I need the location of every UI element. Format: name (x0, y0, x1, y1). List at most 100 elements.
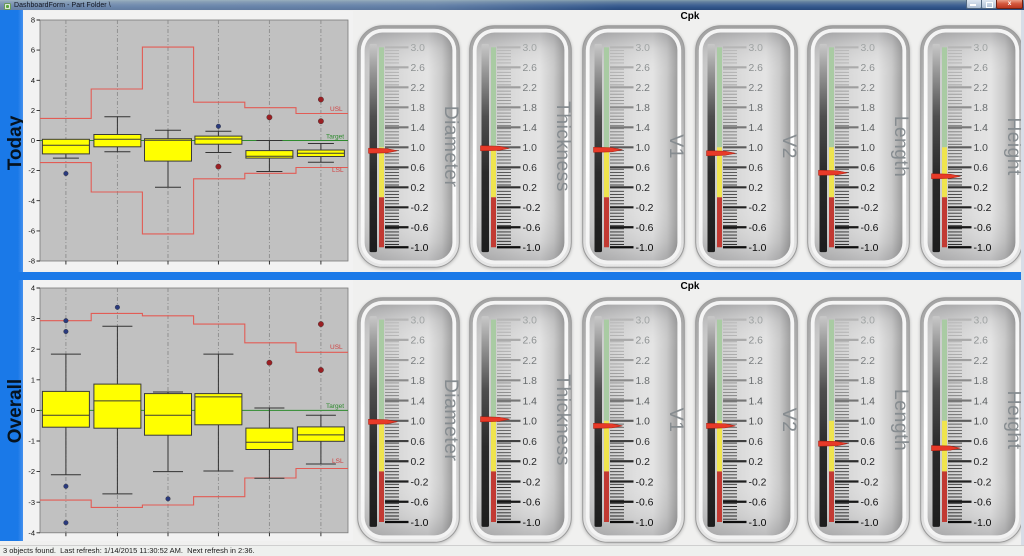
svg-text:0.2: 0.2 (636, 183, 651, 194)
svg-text:2.2: 2.2 (861, 356, 876, 367)
svg-text:-1.0: -1.0 (749, 243, 767, 254)
svg-text:0.6: 0.6 (974, 437, 989, 448)
svg-text:1.8: 1.8 (411, 376, 426, 387)
svg-text:1.8: 1.8 (636, 376, 651, 387)
svg-text:1.0: 1.0 (749, 143, 764, 154)
svg-text:3.0: 3.0 (861, 315, 876, 326)
svg-text:-0.2: -0.2 (974, 477, 992, 488)
svg-text:-1.0: -1.0 (523, 243, 541, 254)
svg-text:0.6: 0.6 (861, 163, 876, 174)
svg-text:USL: USL (330, 344, 343, 351)
svg-text:2.6: 2.6 (636, 63, 651, 74)
svg-text:0.2: 0.2 (749, 183, 764, 194)
svg-text:-2: -2 (28, 467, 35, 476)
svg-text:0: 0 (31, 136, 35, 145)
svg-text:Thickness: Thickness (552, 374, 572, 466)
svg-text:-0.6: -0.6 (636, 223, 654, 234)
svg-text:1.4: 1.4 (636, 123, 651, 134)
svg-text:-1.0: -1.0 (749, 518, 767, 529)
svg-text:-1.0: -1.0 (523, 518, 541, 529)
svg-text:-0.6: -0.6 (749, 223, 767, 234)
svg-text:1.4: 1.4 (411, 396, 426, 407)
svg-text:2.6: 2.6 (523, 336, 538, 347)
svg-text:1: 1 (31, 375, 35, 384)
svg-text:-0.6: -0.6 (974, 223, 992, 234)
svg-text:Target: Target (326, 133, 344, 140)
svg-text:1.0: 1.0 (636, 417, 651, 428)
svg-text:2.2: 2.2 (636, 83, 651, 94)
svg-text:0.2: 0.2 (411, 183, 426, 194)
svg-text:1.0: 1.0 (974, 417, 989, 428)
svg-text:3.0: 3.0 (523, 315, 538, 326)
svg-text:-0.6: -0.6 (523, 498, 541, 509)
svg-text:2.6: 2.6 (749, 63, 764, 74)
svg-text:0.6: 0.6 (749, 163, 764, 174)
svg-text:2.2: 2.2 (974, 83, 989, 94)
svg-text:2.6: 2.6 (411, 63, 426, 74)
svg-text:2.6: 2.6 (636, 336, 651, 347)
svg-text:2: 2 (31, 345, 35, 354)
svg-text:3.0: 3.0 (523, 43, 538, 54)
svg-text:-0.2: -0.2 (749, 477, 767, 488)
svg-text:2.6: 2.6 (974, 63, 989, 74)
svg-text:1.0: 1.0 (636, 143, 651, 154)
svg-text:Height: Height (1003, 391, 1023, 450)
svg-text:V2: V2 (778, 408, 798, 433)
svg-text:3.0: 3.0 (749, 43, 764, 54)
svg-text:0.2: 0.2 (861, 457, 876, 468)
svg-text:-0.6: -0.6 (636, 498, 654, 509)
svg-text:V1: V1 (665, 408, 685, 433)
svg-text:0.2: 0.2 (523, 457, 538, 468)
svg-text:1.4: 1.4 (523, 396, 538, 407)
svg-text:USL: USL (330, 106, 343, 113)
svg-text:Length: Length (890, 116, 910, 177)
svg-text:0.6: 0.6 (636, 163, 651, 174)
svg-text:0.2: 0.2 (861, 183, 876, 194)
svg-text:Diameter: Diameter (440, 379, 460, 462)
svg-text:2.6: 2.6 (861, 63, 876, 74)
svg-text:1.0: 1.0 (523, 417, 538, 428)
svg-text:3.0: 3.0 (749, 315, 764, 326)
svg-text:0.6: 0.6 (749, 437, 764, 448)
svg-text:-0.2: -0.2 (523, 477, 541, 488)
svg-text:Diameter: Diameter (440, 106, 460, 188)
svg-text:LSL: LSL (332, 458, 344, 465)
svg-text:2.2: 2.2 (523, 356, 538, 367)
svg-text:3.0: 3.0 (861, 43, 876, 54)
svg-text:1.0: 1.0 (523, 143, 538, 154)
svg-text:2.2: 2.2 (974, 356, 989, 367)
svg-text:1.8: 1.8 (523, 103, 538, 114)
svg-text:1.8: 1.8 (861, 103, 876, 114)
svg-text:Target: Target (326, 403, 344, 410)
svg-text:4: 4 (31, 76, 35, 85)
svg-text:0.6: 0.6 (523, 163, 538, 174)
svg-text:-0.6: -0.6 (861, 498, 879, 509)
svg-text:2.6: 2.6 (523, 63, 538, 74)
svg-text:-0.2: -0.2 (636, 477, 654, 488)
svg-text:0.6: 0.6 (861, 437, 876, 448)
svg-text:0.2: 0.2 (974, 183, 989, 194)
svg-text:-1.0: -1.0 (861, 243, 879, 254)
svg-text:1.0: 1.0 (861, 417, 876, 428)
svg-text:0.2: 0.2 (411, 457, 426, 468)
svg-text:2.6: 2.6 (411, 336, 426, 347)
svg-text:2.2: 2.2 (749, 356, 764, 367)
svg-text:3.0: 3.0 (974, 43, 989, 54)
svg-text:8: 8 (31, 16, 35, 25)
svg-text:1.4: 1.4 (636, 396, 651, 407)
svg-text:-0.2: -0.2 (411, 477, 429, 488)
svg-text:2.6: 2.6 (749, 336, 764, 347)
svg-text:0.6: 0.6 (636, 437, 651, 448)
svg-text:1.8: 1.8 (974, 103, 989, 114)
svg-text:1.4: 1.4 (411, 123, 426, 134)
svg-text:-4: -4 (28, 196, 35, 205)
svg-text:0.6: 0.6 (411, 437, 426, 448)
svg-text:-0.2: -0.2 (861, 203, 879, 214)
svg-text:-0.6: -0.6 (861, 223, 879, 234)
svg-text:-1: -1 (28, 437, 35, 446)
svg-text:-2: -2 (28, 166, 35, 175)
svg-text:Length: Length (890, 389, 910, 451)
svg-text:1.4: 1.4 (749, 396, 764, 407)
svg-text:-0.6: -0.6 (411, 498, 429, 509)
svg-text:-0.2: -0.2 (523, 203, 541, 214)
